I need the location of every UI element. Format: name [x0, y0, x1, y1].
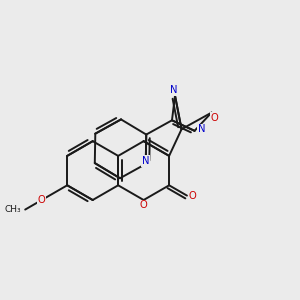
Text: O: O — [188, 190, 196, 201]
Text: CH₃: CH₃ — [4, 205, 21, 214]
Text: O: O — [140, 200, 148, 210]
Text: N: N — [198, 124, 206, 134]
Text: O: O — [211, 113, 218, 123]
Text: O: O — [38, 195, 46, 205]
Text: N: N — [170, 85, 177, 95]
Text: N: N — [142, 156, 149, 166]
